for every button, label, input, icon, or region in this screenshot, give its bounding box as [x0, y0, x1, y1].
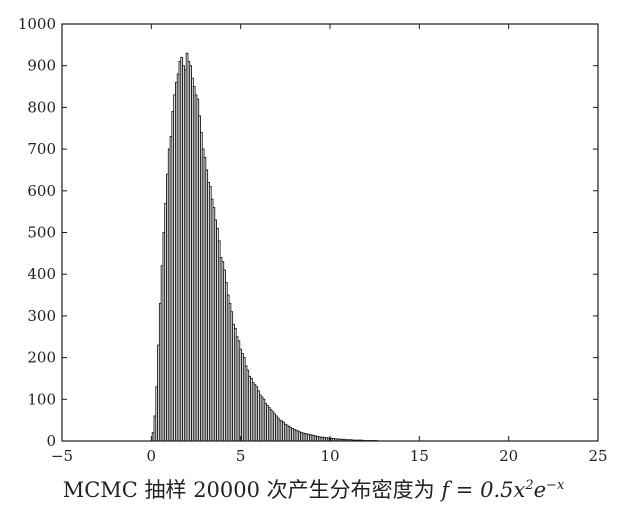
y-tick-label: 300	[27, 307, 56, 325]
y-tick-label: 600	[27, 182, 56, 200]
y-tick-label: 700	[27, 140, 56, 158]
formula-main: f = 0.5x	[441, 478, 526, 502]
formula-sup-1: 2	[525, 478, 534, 493]
formula-e: e	[533, 478, 547, 502]
y-tick-label: 500	[27, 224, 56, 242]
y-axis-tick-labels: 0 100 200 300 400 500 600 700 800 900 1000	[18, 15, 56, 450]
x-tick-label: 5	[236, 447, 246, 465]
x-tick-label: 15	[410, 447, 429, 465]
y-tick-label: 0	[46, 432, 56, 450]
x-tick-label: −5	[51, 447, 73, 465]
y-tick-label: 100	[27, 390, 56, 408]
caption-formula: f = 0.5x2e−x	[441, 478, 564, 502]
x-tick-label: 20	[499, 447, 518, 465]
x-tick-label: 0	[147, 447, 157, 465]
y-tick-label: 900	[27, 57, 56, 75]
y-tick-label: 1000	[18, 15, 56, 33]
formula-sup-2: −x	[546, 478, 565, 493]
histogram-bars	[151, 52, 378, 442]
x-tick-label: 25	[588, 447, 607, 465]
y-tick-label: 200	[27, 349, 56, 367]
y-tick-label: 400	[27, 265, 56, 283]
y-tick-label: 800	[27, 98, 56, 116]
x-tick-label: 10	[320, 447, 339, 465]
axis-ticks	[61, 23, 599, 442]
caption-text: MCMC 抽样 20000 次产生分布密度为	[62, 478, 442, 502]
plot-frame	[61, 23, 599, 442]
x-axis-tick-labels: −5 0 5 10 15 20 25	[51, 447, 608, 465]
figure-caption: MCMC 抽样 20000 次产生分布密度为 f = 0.5x2e−x	[0, 474, 627, 504]
